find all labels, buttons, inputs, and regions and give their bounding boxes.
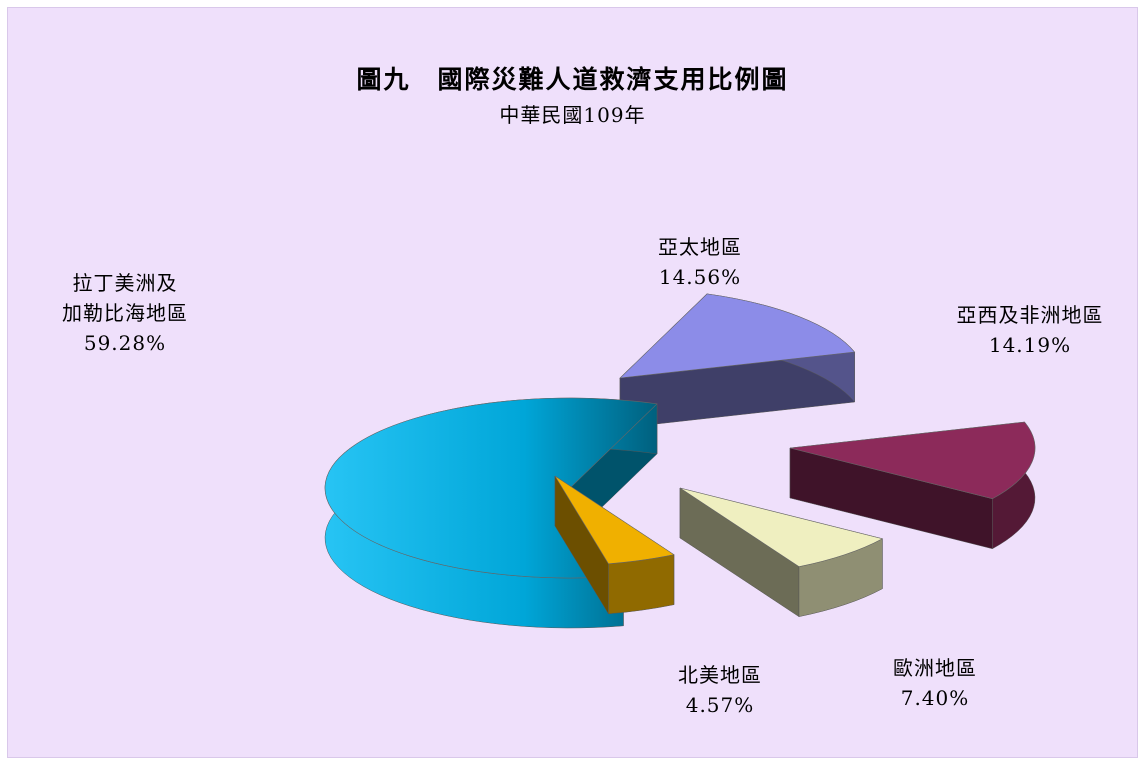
slice-label-asia-pacific: 亞太地區 14.56% — [630, 232, 770, 292]
chart-subtitle: 中華民國109年 — [499, 103, 646, 127]
slice-label-west-asia-africa: 亞西及非洲地區 14.19% — [925, 300, 1135, 360]
slice-value-label: 59.28% — [83, 331, 167, 355]
slice-label-name: 亞太地區 — [658, 235, 742, 259]
slice-asia-pacific — [619, 293, 856, 429]
slice-label-latin-america: 拉丁美洲及 加勒比海地區 59.28% — [30, 268, 220, 358]
chart-title: 圖九 國際災難人道救濟支用比例圖 — [356, 65, 789, 94]
slice-value-label: 14.19% — [988, 333, 1072, 357]
slice-europe — [679, 487, 884, 618]
slice-value-label: 14.56% — [658, 265, 742, 289]
slice-label-north-america: 北美地區 4.57% — [655, 660, 785, 720]
slice-label-name: 加勒比海地區 — [62, 301, 188, 325]
slice-value-label: 4.57% — [685, 693, 755, 717]
slice-label-name: 拉丁美洲及 — [72, 271, 178, 295]
slice-label-name: 歐洲地區 — [893, 656, 977, 680]
slice-label-name: 北美地區 — [678, 663, 762, 687]
chart-frame: 圖九 國際災難人道救濟支用比例圖 中華民國109年 — [7, 7, 1138, 758]
slice-label-europe: 歐洲地區 7.40% — [870, 653, 1000, 713]
slice-label-name: 亞西及非洲地區 — [956, 303, 1104, 327]
slice-north-america — [554, 475, 675, 615]
slice-value-label: 7.40% — [900, 686, 970, 710]
slice-west-asia-africa — [789, 421, 1036, 550]
